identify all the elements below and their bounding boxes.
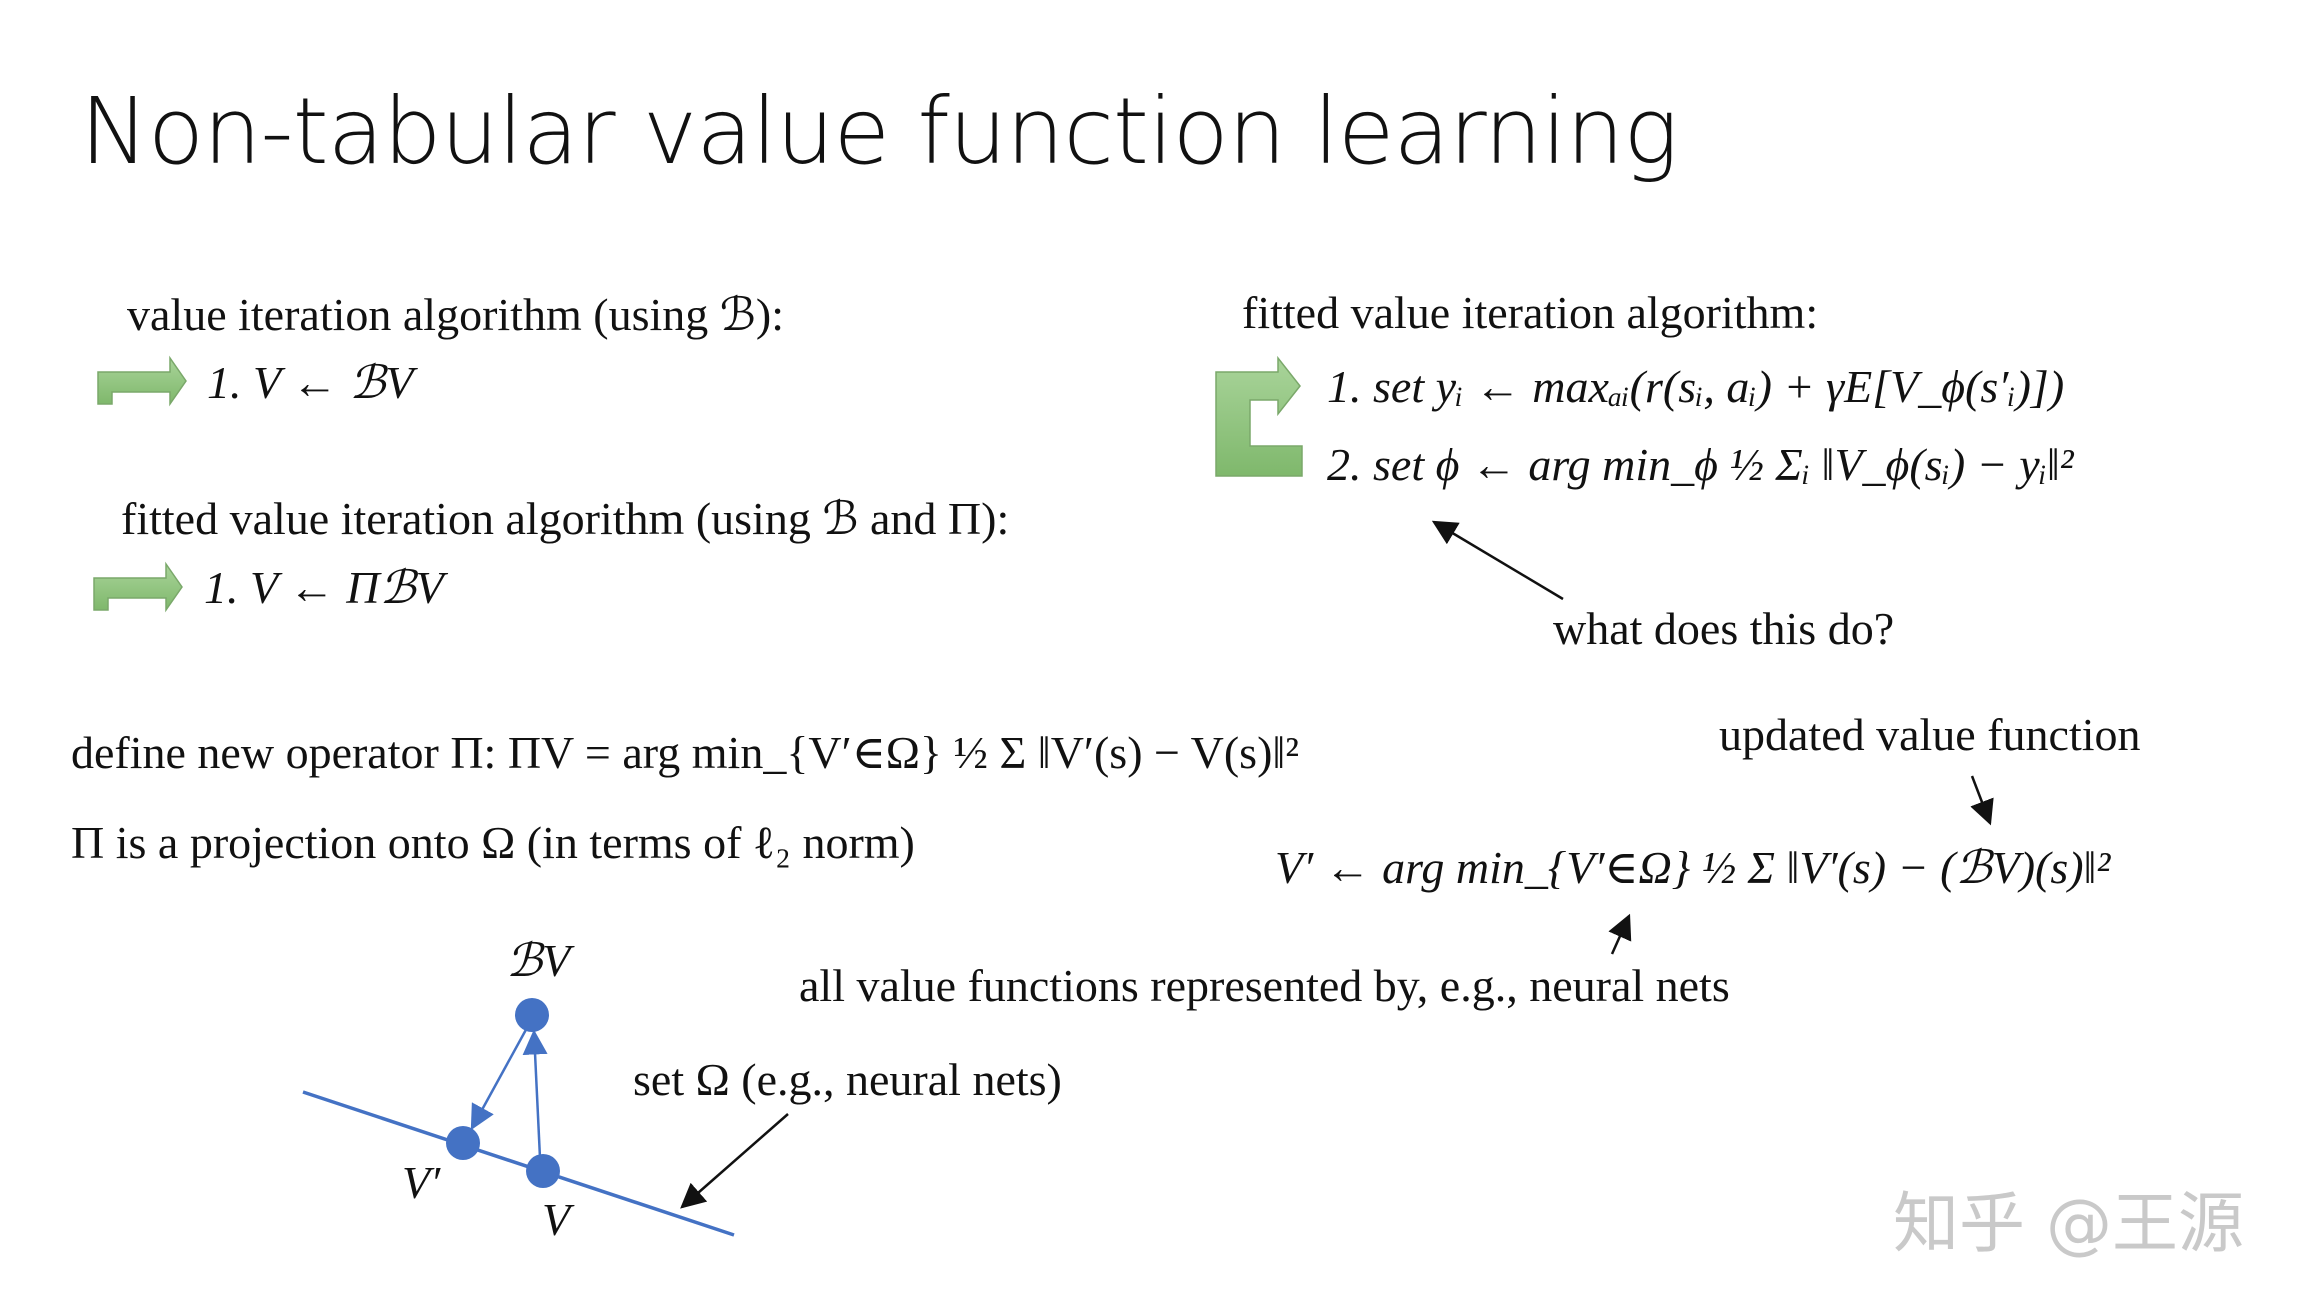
bv-label: ℬV (506, 935, 571, 986)
projection-statement: Π is a projection onto Ω (in terms of ℓ₂… (71, 817, 915, 868)
all-functions-label: all value functions represented by, e.g.… (799, 960, 1730, 1011)
pointer-arrow (1608, 913, 1632, 955)
loop-arrow-icon (93, 561, 183, 613)
fvi-step-1: 1. set yᵢ ← maxₐᵢ(r(sᵢ, aᵢ) + γE[V_ϕ(s′ᵢ… (1327, 361, 2065, 412)
fvi-heading: fitted value iteration algorithm (using … (121, 493, 1010, 544)
pointer-arrow (680, 1113, 789, 1209)
projection-arrow (470, 1025, 530, 1131)
update-rule: V′ ← arg min_{V′∈Ω} ½ Σ ‖V′(s) − (ℬV)(s)… (1275, 842, 2111, 893)
watermark: 知乎 @王源 (1893, 1185, 2244, 1262)
pointer-arrow (1970, 775, 1994, 826)
operator-definition: define new operator Π: ΠV = arg min_{V′∈… (71, 727, 1300, 778)
updated-value-label: updated value function (1719, 709, 2141, 760)
bv-point (515, 998, 549, 1032)
vi-heading: value iteration algorithm (using ℬ): (127, 289, 785, 340)
question-text: what does this do? (1553, 603, 1895, 654)
set-omega-line (302, 1090, 735, 1237)
backup-arrow (522, 1029, 548, 1159)
loop-arrow-icon (97, 355, 187, 407)
loop-arrow-icon (1215, 355, 1303, 477)
fvi-step-2: 2. set ϕ ← arg min_ϕ ½ Σᵢ ‖V_ϕ(sᵢ) − yᵢ‖… (1327, 439, 2074, 490)
fvi-step: 1. V ← ΠℬV (204, 562, 444, 613)
set-omega-label: set Ω (e.g., neural nets) (633, 1054, 1062, 1105)
pointer-arrow (1431, 520, 1564, 601)
fvi-right-heading: fitted value iteration algorithm: (1242, 287, 1819, 338)
vi-step: 1. V ← ℬV (207, 357, 414, 408)
v-label: V (542, 1194, 571, 1245)
v-prime-point (446, 1126, 480, 1160)
v-prime-label: V′ (402, 1157, 441, 1208)
slide-title: Non-tabular value function learning (80, 78, 1679, 185)
v-point (526, 1154, 560, 1188)
